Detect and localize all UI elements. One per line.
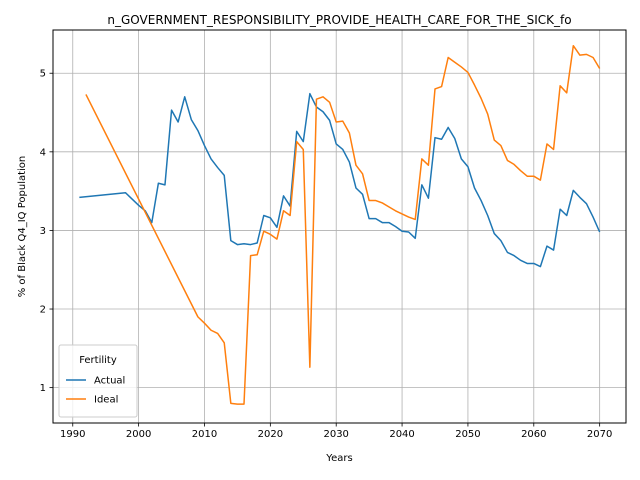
x-tick-label: 2070 — [587, 429, 612, 440]
y-tick-label: 5 — [40, 69, 46, 80]
series-line-ideal — [85, 44, 601, 405]
series-lines — [79, 44, 601, 405]
grid — [53, 30, 626, 423]
y-tick-label: 3 — [40, 226, 46, 237]
y-tick-label: 2 — [40, 305, 46, 316]
x-tick-label: 2060 — [521, 429, 546, 440]
legend-items: Actual Ideal — [66, 376, 125, 406]
ticks: 1990 2000 2010 2020 2030 2040 2050 2060 2070 1 2 3 4… — [40, 69, 613, 440]
chart-title: n_GOVERNMENT_RESPONSIBILITY_PROVIDE_HEAL… — [107, 13, 571, 27]
legend: Fertility Actual Ideal — [58, 344, 138, 418]
x-tick-label: 2010 — [192, 429, 217, 440]
y-tick-label: 4 — [40, 147, 46, 158]
y-axis-label: % of Black Q4_IQ Population — [17, 156, 28, 298]
y-tick-label: 1 — [40, 383, 46, 394]
x-tick-label: 1990 — [60, 429, 85, 440]
x-tick-label: 2020 — [258, 429, 283, 440]
x-axis-label: Years — [325, 453, 352, 464]
axes-frame — [52, 29, 627, 424]
legend-title: Fertility — [79, 355, 117, 366]
x-tick-label: 2040 — [389, 429, 414, 440]
legend-label-actual: Actual — [94, 376, 125, 387]
x-tick-label: 2000 — [126, 429, 151, 440]
series-line-actual — [79, 92, 601, 268]
x-tick-label: 2030 — [323, 429, 348, 440]
legend-label-ideal: Ideal — [94, 395, 118, 406]
x-tick-label: 2050 — [455, 429, 480, 440]
